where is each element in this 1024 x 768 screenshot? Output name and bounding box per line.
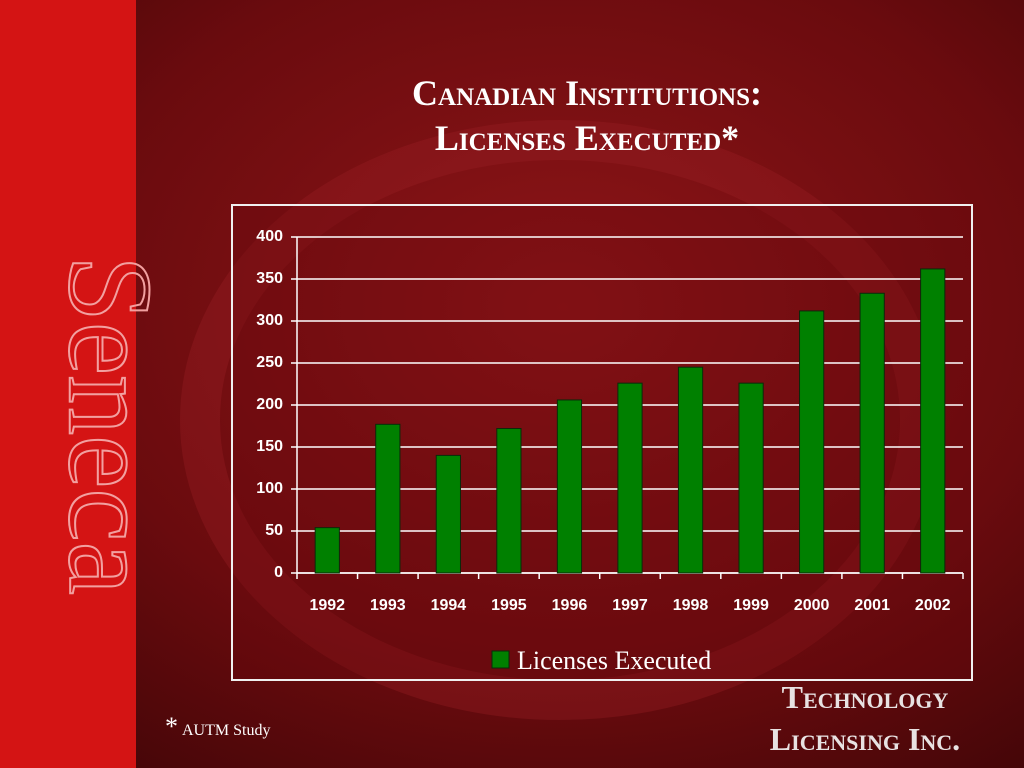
bar: [677, 366, 704, 574]
y-tick-label: 350: [256, 270, 283, 287]
x-tick-label: 1992: [309, 597, 345, 614]
bar: [375, 423, 401, 574]
x-tick-label: 1996: [552, 597, 588, 614]
legend-label: Licenses Executed: [517, 646, 711, 675]
chart-frame: [231, 204, 973, 681]
chart-title: Canadian Institutions:: [412, 73, 762, 113]
logo-line: Licensing Inc.: [770, 721, 960, 757]
y-tick-label: 400: [256, 228, 283, 245]
bar: [799, 310, 825, 574]
y-tick-label: 300: [256, 312, 283, 329]
x-tick-label: 1993: [370, 597, 406, 614]
footnote: AUTM Study: [182, 722, 270, 739]
x-tick-label: 2000: [794, 597, 830, 614]
y-tick-label: 200: [256, 396, 283, 413]
x-tick-label: 1999: [733, 597, 769, 614]
bar: [496, 428, 522, 574]
y-tick-label: 50: [265, 522, 283, 539]
logo-line: Technology: [782, 679, 949, 715]
side-bar: [0, 0, 136, 768]
background-pattern: [180, 120, 940, 720]
x-tick-label: 1994: [431, 597, 467, 614]
bar: [859, 292, 885, 574]
bar: [556, 399, 583, 574]
y-tick-label: 150: [256, 438, 283, 455]
y-tick-label: 100: [256, 480, 283, 497]
bar: [617, 382, 643, 574]
x-tick-label: 1997: [612, 597, 648, 614]
side-brand: Seneca: [44, 255, 177, 595]
footnote-mark: *: [165, 712, 178, 741]
bar: [920, 268, 946, 574]
bar: [738, 382, 764, 574]
y-tick-label: 250: [256, 354, 283, 371]
y-tick-label: 0: [274, 564, 283, 581]
x-tick-label: 2001: [854, 597, 890, 614]
x-tick-label: 1998: [673, 597, 709, 614]
legend-swatch: [491, 650, 510, 669]
bar: [435, 454, 461, 574]
bar: [314, 527, 340, 574]
chart-title: Licenses Executed*: [435, 118, 739, 158]
x-tick-label: 2002: [915, 597, 951, 614]
x-tick-label: 1995: [491, 597, 527, 614]
